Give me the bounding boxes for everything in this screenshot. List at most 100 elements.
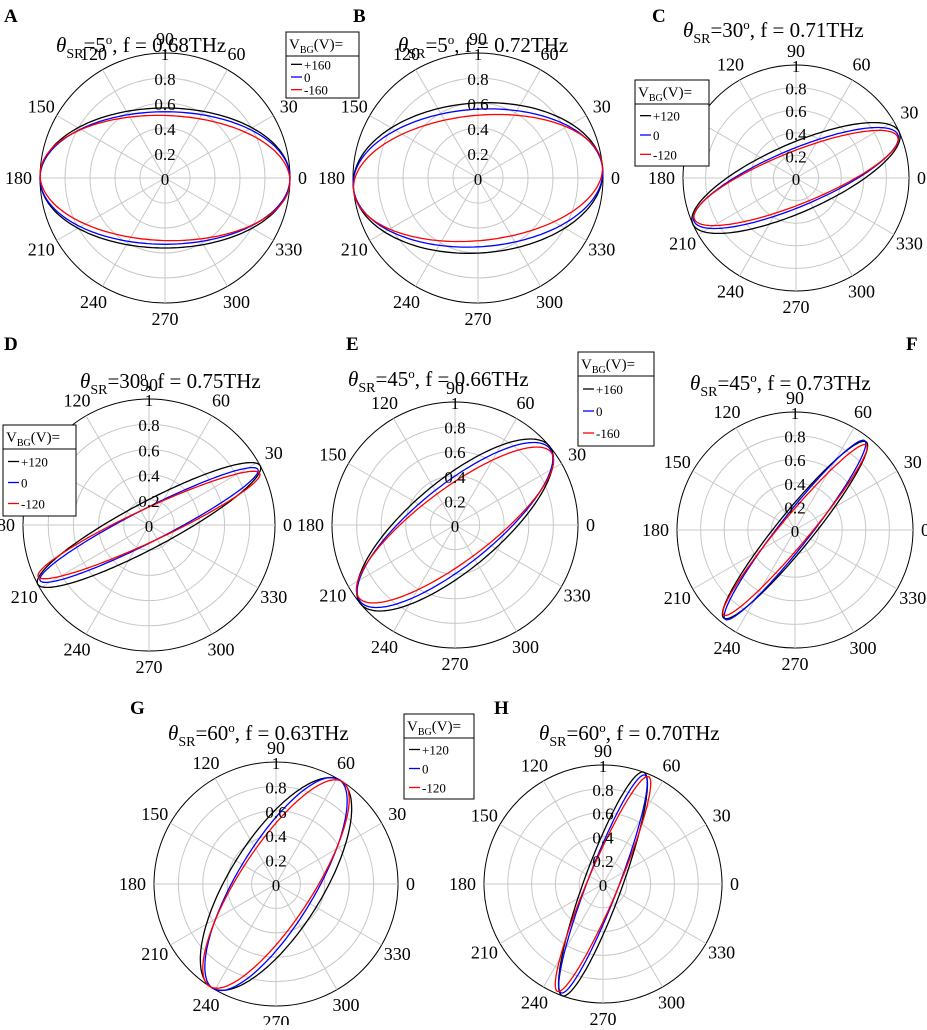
angle-label: 30 [900,103,918,123]
grid-spoke [348,463,456,526]
angle-label: 0 [611,168,620,188]
legend-entry: -160 [304,83,328,98]
angle-label: 240 [714,638,741,658]
legend-title: VBG(V)= [407,719,461,738]
grid-spoke [477,115,587,179]
angle-label: 300 [536,292,563,312]
grid-spoke [739,177,797,277]
grid-spoke [275,822,382,885]
grid-spoke [735,427,796,531]
radial-tick-label: 0.6 [154,95,175,114]
angle-label: 60 [517,393,535,413]
series-zero-line [39,466,259,584]
angle-label: 60 [337,753,355,773]
grid-spoke [602,883,707,944]
grid-spoke [415,69,479,179]
angle-label: 240 [371,637,398,657]
grid-spoke [454,463,562,526]
legend-entry: 0 [653,128,660,143]
radial-tick-label: 0 [161,170,170,189]
radial-tick-label: 0.8 [138,416,159,435]
grid-spoke [794,470,898,531]
grid-spoke [214,883,277,990]
radial-tick-label: 0.2 [785,147,806,166]
angle-label: 180 [0,515,15,535]
grid-spoke [102,69,166,179]
grid-spoke [735,529,796,633]
radial-tick-label: 0 [145,517,154,536]
grid-spoke [393,524,456,632]
angle-label: 120 [371,393,398,413]
angle-label: 240 [717,281,744,301]
angle-label: 330 [564,586,591,606]
grid-spoke [697,121,797,179]
grid-spoke [348,524,456,587]
grid-spoke [275,883,382,946]
legend-box [2,424,77,517]
grid-spoke [148,524,259,589]
angle-label: 210 [141,944,168,964]
angle-label: 60 [541,44,559,64]
radial-tick-label: 0 [272,876,281,895]
radial-tick-label: 1 [599,757,608,776]
grid-spoke [454,418,517,526]
angle-label: 270 [263,1012,290,1025]
angle-label: 120 [714,402,741,422]
angle-label: 120 [717,55,744,75]
radial-tick-label: 1 [474,45,483,64]
panel-letter: E [346,334,359,355]
angle-label: 330 [708,943,735,963]
series-neg-line [722,443,868,617]
legend-box [285,31,360,99]
radial-tick-label: 0.6 [444,443,465,462]
angle-label: 240 [521,993,548,1013]
grid-spoke [477,69,541,179]
radial-tick-label: 0 [599,876,608,895]
grid-spoke [56,115,166,179]
series-pos-line [691,121,901,235]
series-zero-line [356,441,554,609]
legend: VBG(V)= +120 0 -120 [2,424,77,517]
panel-title: θSR=45o, f = 0.73THz [690,370,871,400]
angle-label: 90 [786,388,804,408]
series-zero-line [723,439,867,621]
grid-spoke [499,824,604,885]
angle-label: 30 [593,97,611,117]
panel-title: θSR=30o, f = 0.75THz [80,368,261,398]
grid-spoke [214,778,277,885]
grid-spoke [543,883,604,988]
angle-label: 240 [393,292,420,312]
legend-title: VBG(V)= [289,37,343,56]
polar-grid [682,64,910,292]
grid-spoke [56,177,166,241]
series-zero-line [692,126,900,230]
series-neg-line [352,113,604,243]
grid-spoke [275,883,338,990]
angle-label: 90 [156,29,174,49]
grid-spoke [602,883,663,988]
panel-letter: B [353,6,366,27]
angle-label: 330 [588,240,615,260]
radial-tick-label: 0.2 [592,852,613,871]
radial-tick-label: 0.4 [592,828,614,847]
angle-label: 240 [64,640,91,660]
radial-tick-label: 0.6 [265,803,286,822]
angle-label: 180 [119,874,146,894]
legend-box [403,713,475,800]
angle-label: 300 [512,637,539,657]
panel-title: θSR=60o, f = 0.70THz [539,720,720,750]
series-neg-line [202,779,350,989]
angle-label: 120 [80,44,107,64]
grid-spoke [454,524,517,632]
angle-label: 330 [275,240,302,260]
polar-grid [676,411,914,649]
radial-tick-label: 0.8 [785,80,806,99]
angle-label: 210 [669,234,696,254]
series-neg-line [355,446,555,604]
angle-label: 90 [787,41,805,61]
legend-entry: -120 [422,781,446,796]
